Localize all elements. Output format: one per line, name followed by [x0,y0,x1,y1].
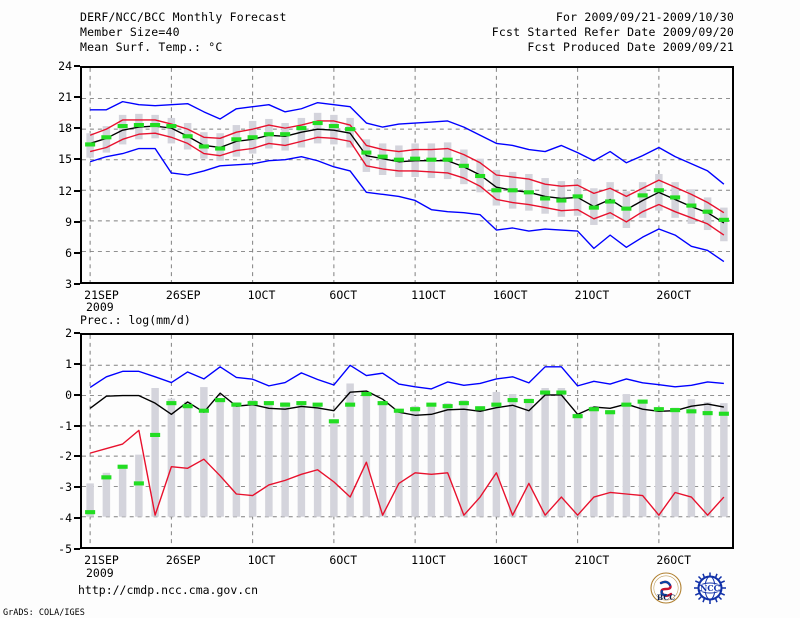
y-tick-mark [74,455,80,458]
y-tick-label: -2 [58,449,72,464]
x-tick-label: 21SEP [84,288,119,302]
forecast-period-label: For 2009/09/21-2009/10/30 [555,10,734,24]
x-tick-label: 26OCT [656,553,692,567]
y-tick-label: 3 [65,277,72,291]
x-tick-label: 21OCT [574,288,610,302]
precipitation-axis-title: Prec.: log(mm/d) [80,313,191,327]
y-tick-label: -5 [58,542,72,556]
x-tick-label: 6OCT [329,288,358,302]
x-tick-label: 16OCT [492,553,528,567]
svg-text:BCC: BCC [657,593,675,602]
y-tick-label: 18 [58,121,72,136]
y-tick-mark [74,393,80,396]
y-tick-mark [74,424,80,427]
y-tick-mark [74,283,80,285]
y-tick-mark [74,486,80,489]
x-tick-label: 26SEP [165,553,201,567]
year-label-top: 2009 [86,300,114,314]
x-tick-label: 11OCT [411,553,446,567]
x-tick-label: 1OCT [247,288,276,302]
y-tick-label: -4 [58,511,72,526]
variable-label: Mean Surf. Temp.: °C [80,40,223,54]
y-tick-mark [74,127,80,130]
y-tick-label: -1 [58,418,72,433]
x-tick-label: 11OCT [411,288,446,302]
y-tick-label: 2 [65,326,72,340]
temperature-panel: 24 21 18 15 12 9 6 3 21SEP 26SEP 1OCT 6OCT 11OCT 16O… [0,0,800,314]
y-tick-label: 12 [58,183,72,198]
x-tick-label: 26OCT [656,288,692,302]
y-tick-mark [74,251,80,254]
svg-text:NCC: NCC [700,583,720,593]
y-tick-label: 15 [58,152,72,167]
x-tick-label: 21OCT [574,553,610,567]
y-tick-label: 21 [58,90,72,105]
member-size-label: Member Size=40 [80,25,180,39]
y-tick-mark [74,548,80,550]
logo-group: BCC NCC [648,572,732,606]
y-tick-mark [74,362,80,365]
y-tick-mark [74,96,80,99]
fcst-started-label: Fcst Started Refer Date 2009/09/20 [491,25,734,39]
forecast-title: DERF/NCC/BCC Monthly Forecast [80,10,287,24]
bcc-logo: BCC [648,572,684,606]
fcst-produced-label: Fcst Produced Date 2009/09/21 [527,40,734,54]
y-tick-label: 9 [65,214,72,229]
x-tick-label: 26SEP [165,288,201,302]
x-tick-label: 16OCT [492,288,528,302]
y-tick-mark [74,517,80,520]
y-tick-mark [74,189,80,192]
precipitation-chart-svg [82,335,732,547]
ncc-logo: NCC [692,572,728,606]
precipitation-plot-area [80,333,734,549]
x-tick-label: 6OCT [329,553,358,567]
y-tick-mark [74,65,80,67]
grads-credit: GrADS: COLA/IGES [3,608,85,618]
y-tick-label: -3 [58,480,72,495]
y-tick-mark [74,220,80,223]
y-tick-label: 0 [65,387,72,402]
y-tick-label: 1 [65,356,72,371]
x-tick-label: 21SEP [84,553,119,567]
y-tick-mark [74,158,80,161]
y-tick-label: 24 [58,59,72,73]
cmdp-url-link[interactable]: http://cmdp.ncc.cma.gov.cn [78,583,259,597]
year-label-bottom: 2009 [86,566,114,580]
y-tick-label: 6 [65,245,72,260]
temperature-plot-area [80,66,734,284]
x-tick-label: 1OCT [247,553,276,567]
temperature-chart-svg [82,68,732,282]
y-tick-mark [74,332,80,334]
precipitation-panel: 2 1 0 -1 -2 -3 -4 -5 21SEP 26SEP 1OCT 6OCT 11OCT 16O… [58,326,734,580]
